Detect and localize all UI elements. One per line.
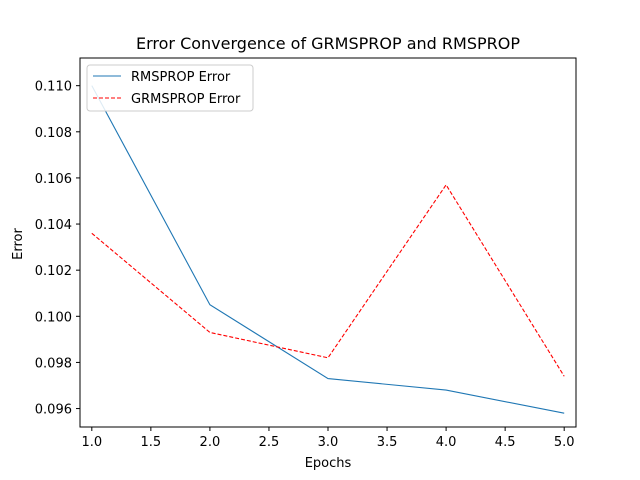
x-tick-label: 3.5 — [377, 435, 398, 450]
series-line-grmsprop — [91, 183, 565, 377]
y-tick-label: 0.098 — [35, 356, 72, 371]
y-axis-label: Error — [11, 228, 26, 260]
x-tick-label: 3.0 — [318, 435, 339, 450]
chart-title: Error Convergence of GRMSPROP and RMSPRO… — [136, 34, 520, 53]
axes-frame — [79, 57, 577, 428]
x-tick-label: 5.0 — [554, 435, 575, 450]
y-tick-label: 0.110 — [35, 80, 72, 95]
y-tick-label: 0.096 — [35, 403, 72, 418]
x-tick-label: 4.5 — [495, 435, 516, 450]
y-tick-label: 0.104 — [35, 218, 72, 233]
legend-box — [86, 64, 254, 112]
legend: RMSPROP Error GRMSPROP Error — [86, 64, 254, 112]
x-tick-label: 2.0 — [200, 435, 221, 450]
x-tick-label: 4.0 — [436, 435, 457, 450]
y-tick-label: 0.100 — [35, 310, 72, 325]
legend-label: RMSPROP Error — [131, 70, 231, 85]
x-tick-label: 2.5 — [259, 435, 280, 450]
x-tick-label: 1.0 — [81, 435, 102, 450]
plot-area: 1.0 1.5 2.0 2.5 3.0 3.5 4.0 4.5 5.0 0.096 0.098 0.1… — [35, 57, 577, 450]
y-tick-label: 0.106 — [35, 172, 72, 187]
y-tick-label: 0.102 — [35, 264, 72, 279]
legend-label: GRMSPROP Error — [131, 92, 241, 107]
x-tick-label: 1.5 — [141, 435, 162, 450]
x-axis-label: Epochs — [305, 456, 352, 471]
series-line-rmsprop — [91, 85, 565, 414]
y-tick-label: 0.108 — [35, 126, 72, 141]
